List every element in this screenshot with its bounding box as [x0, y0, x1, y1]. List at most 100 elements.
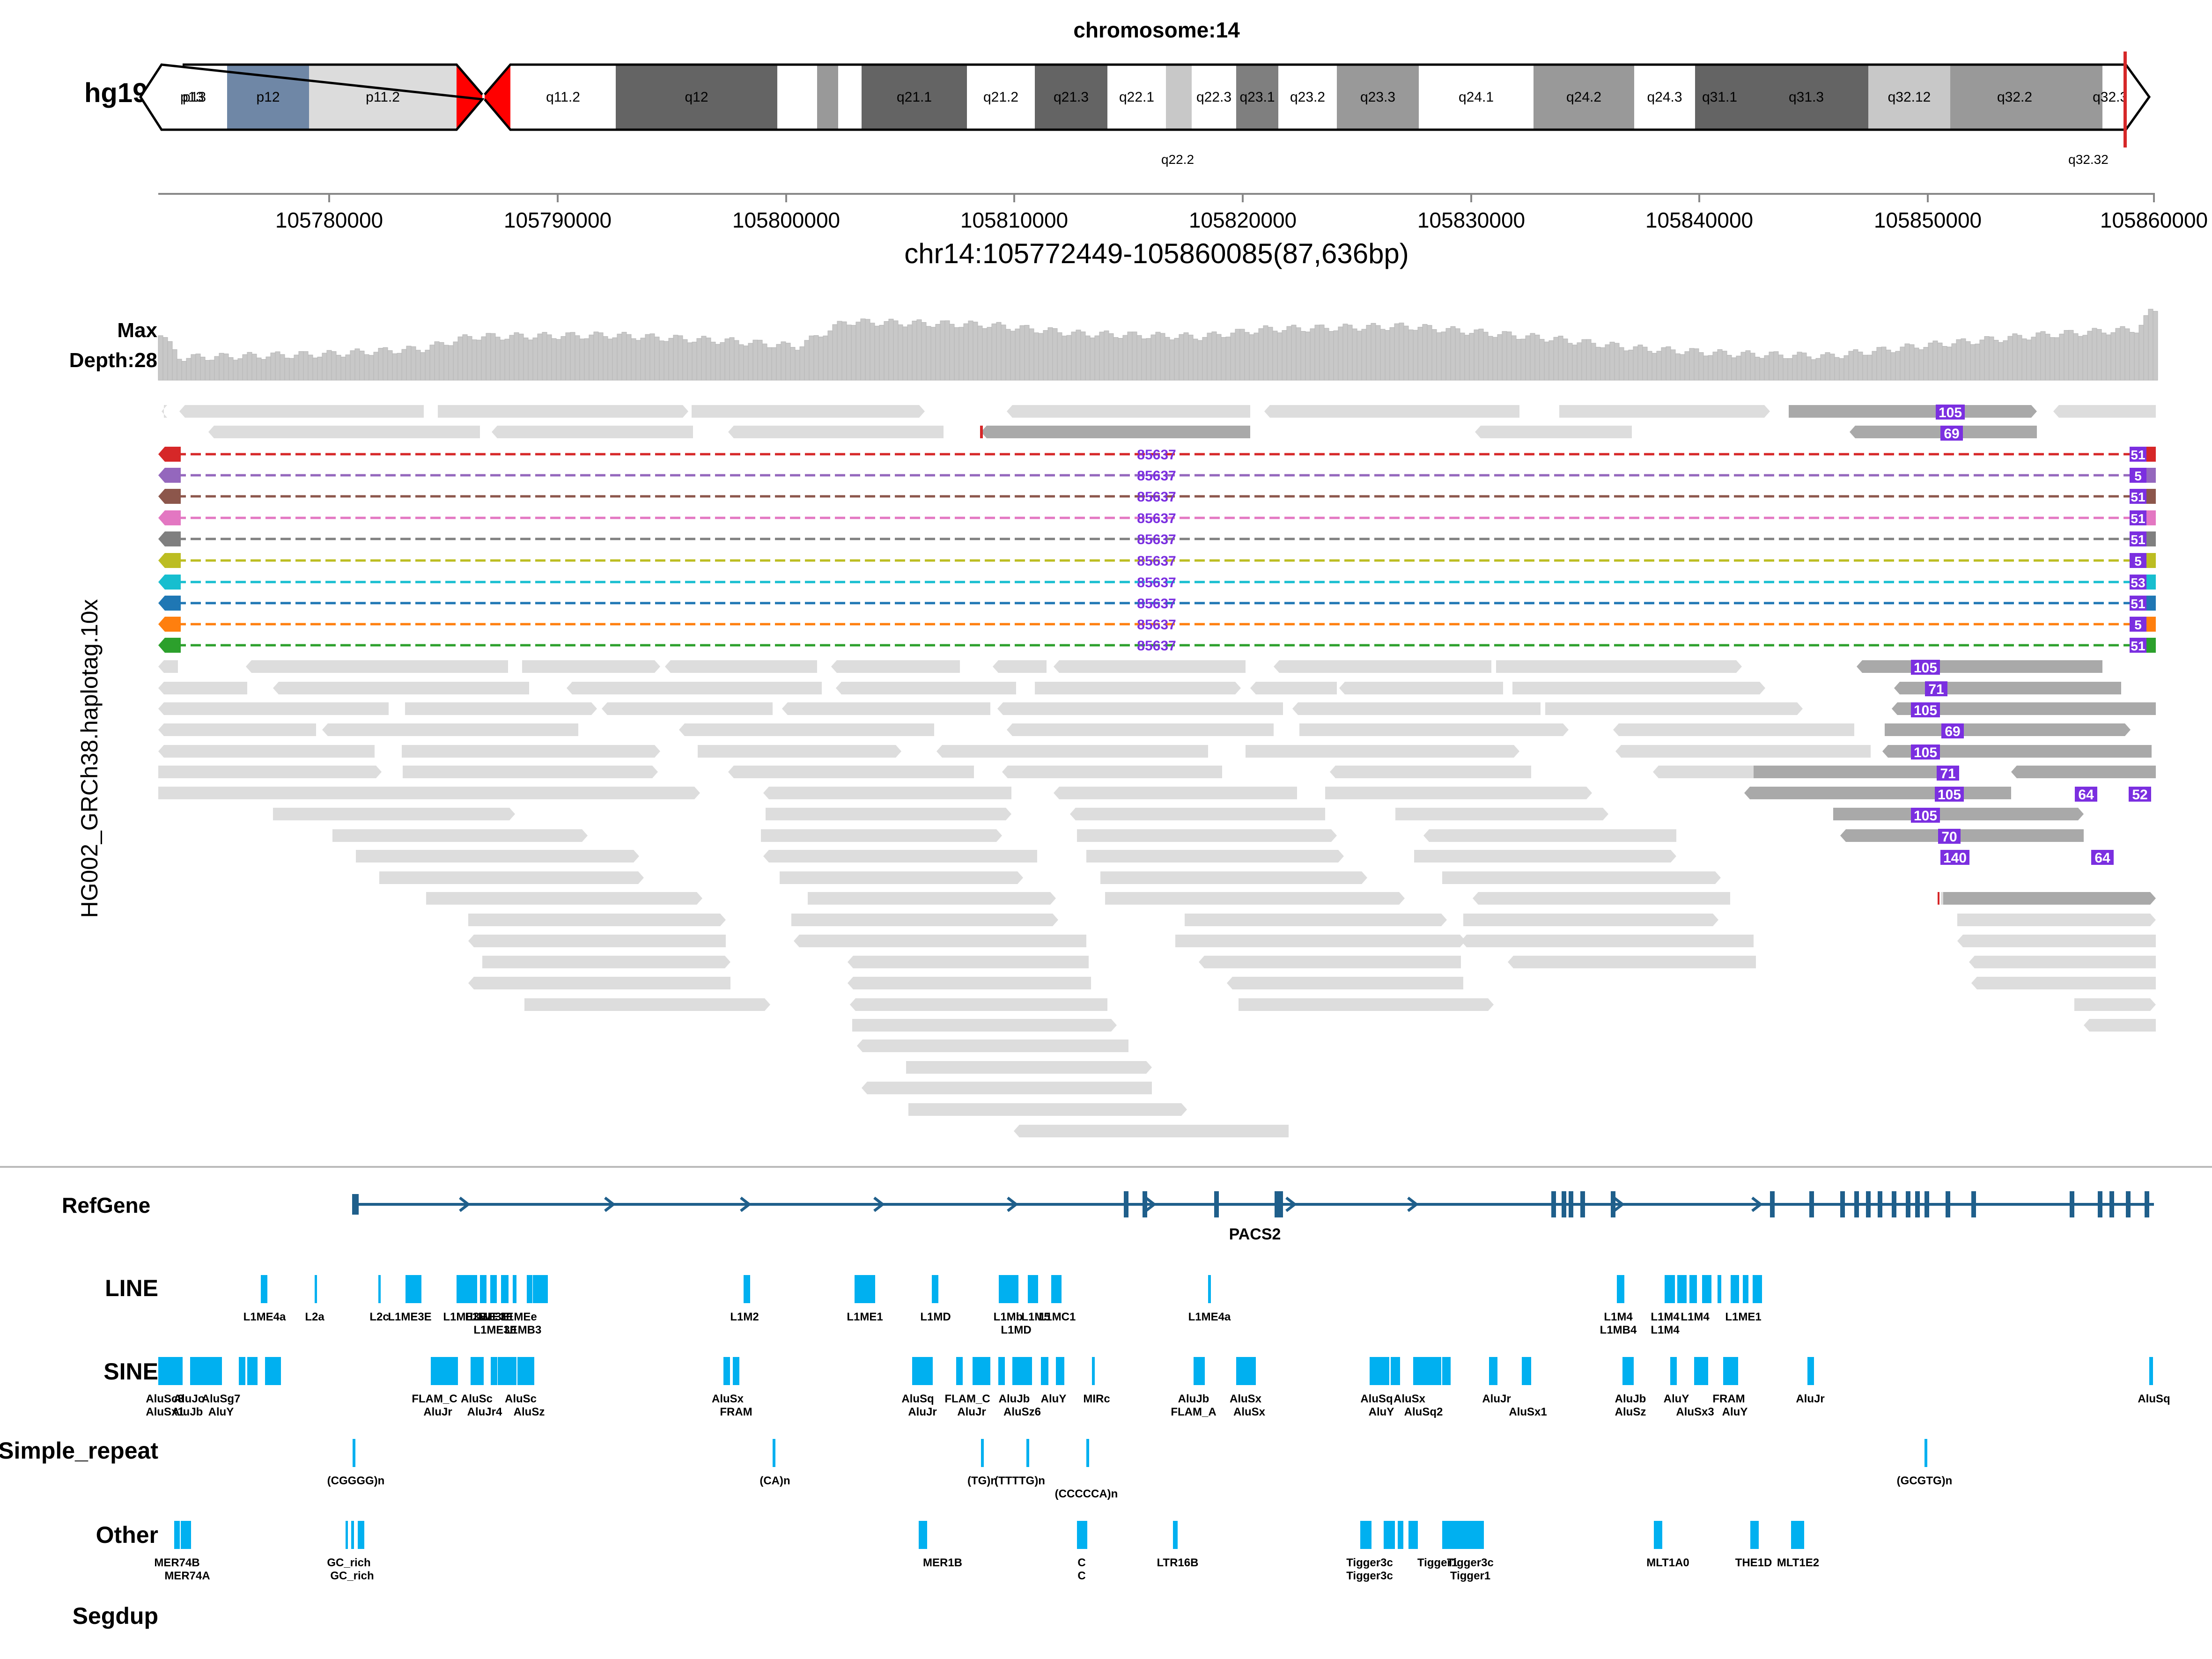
gene-exon[interactable] [1840, 1191, 1845, 1217]
read[interactable] [1035, 682, 1241, 694]
repeat-element[interactable] [491, 1357, 497, 1385]
read[interactable] [1054, 660, 1246, 673]
repeat-element[interactable] [1622, 1357, 1634, 1385]
read[interactable] [158, 702, 389, 715]
repeat-element[interactable] [247, 1357, 258, 1385]
repeat-element[interactable] [1360, 1521, 1371, 1549]
read[interactable] [1442, 871, 1721, 884]
read[interactable] [1545, 702, 1803, 715]
repeat-element[interactable] [471, 1357, 484, 1385]
read[interactable] [522, 660, 660, 673]
read[interactable] [158, 766, 382, 778]
read[interactable] [698, 745, 901, 758]
read[interactable] [1475, 426, 1632, 438]
read[interactable] [791, 914, 1058, 926]
read[interactable] [379, 871, 644, 884]
repeat-element[interactable] [358, 1521, 364, 1549]
gene-exon[interactable] [2098, 1191, 2102, 1217]
repeat-element[interactable] [956, 1357, 963, 1385]
read[interactable] [1002, 766, 1222, 778]
read[interactable] [162, 405, 167, 418]
read[interactable] [728, 426, 944, 438]
repeat-element[interactable] [1489, 1357, 1497, 1385]
read[interactable] [158, 745, 375, 758]
read[interactable] [158, 723, 316, 736]
gene-exon[interactable] [1562, 1191, 1566, 1217]
repeat-element[interactable] [346, 1521, 348, 1549]
read[interactable] [1833, 808, 2084, 820]
read[interactable] [936, 745, 1208, 758]
gene-exon[interactable] [1878, 1191, 1882, 1217]
read[interactable] [1007, 405, 1250, 418]
read[interactable] [763, 850, 1037, 863]
repeat-element[interactable] [733, 1357, 739, 1385]
repeat-element[interactable] [378, 1275, 381, 1303]
repeat-element[interactable] [1476, 1521, 1484, 1549]
split-read-left-end[interactable] [158, 575, 181, 590]
read[interactable] [1789, 405, 2037, 418]
read[interactable] [1054, 787, 1297, 799]
repeat-element[interactable] [2149, 1357, 2153, 1385]
repeat-element[interactable] [1689, 1275, 1697, 1303]
read[interactable] [993, 660, 1047, 673]
read[interactable] [158, 787, 700, 799]
repeat-element[interactable] [1092, 1357, 1095, 1385]
read[interactable] [1077, 829, 1337, 842]
read[interactable] [1299, 723, 1569, 736]
chromosome-ideogram[interactable]: chromosome:14 hg19 p13 p12 p11.2 q11.2 q12 q2… [84, 18, 2151, 167]
gene-exon[interactable] [1915, 1191, 1920, 1217]
read[interactable] [1250, 682, 1337, 694]
read[interactable] [1496, 660, 1742, 673]
repeat-element[interactable] [527, 1275, 532, 1303]
read[interactable] [1395, 808, 1608, 820]
split-read-left-end[interactable] [158, 553, 181, 568]
gene-exon[interactable] [1275, 1191, 1279, 1217]
read[interactable] [808, 892, 1056, 905]
read[interactable] [1239, 998, 1494, 1011]
repeat-element[interactable] [1086, 1439, 1089, 1467]
read[interactable] [1508, 956, 1756, 968]
repeat-element[interactable] [431, 1357, 458, 1385]
repeat-element[interactable] [1743, 1275, 1748, 1303]
gene-exon[interactable] [1611, 1191, 1615, 1217]
repeat-element[interactable] [1750, 1521, 1759, 1549]
read[interactable] [1892, 702, 2156, 715]
split-read-left-end[interactable] [158, 638, 181, 653]
repeat-element[interactable] [480, 1275, 487, 1303]
gene-exon[interactable] [1971, 1191, 1976, 1217]
read[interactable] [850, 998, 1107, 1011]
read[interactable] [1105, 892, 1405, 905]
split-read-left-end[interactable] [158, 489, 181, 504]
repeat-element[interactable] [1398, 1521, 1403, 1549]
read[interactable] [524, 998, 770, 1011]
repeat-element[interactable] [261, 1275, 267, 1303]
repeat-element[interactable] [239, 1357, 245, 1385]
repeat-element[interactable] [158, 1357, 183, 1385]
read[interactable] [1559, 405, 1770, 418]
read[interactable] [1461, 935, 1754, 947]
repeat-element[interactable] [315, 1275, 317, 1303]
repeat-element[interactable] [723, 1357, 730, 1385]
repeat-element[interactable] [981, 1439, 984, 1467]
gene-exon[interactable] [1924, 1191, 1929, 1217]
read[interactable] [332, 829, 588, 842]
read[interactable] [468, 935, 726, 947]
gene-exon[interactable] [1892, 1191, 1896, 1217]
read[interactable] [1615, 745, 1871, 758]
repeat-element[interactable] [1677, 1275, 1687, 1303]
read[interactable] [1185, 914, 1447, 926]
gene-exon[interactable] [1551, 1191, 1556, 1217]
repeat-element[interactable] [1702, 1275, 1711, 1303]
read[interactable] [1246, 745, 1519, 758]
read[interactable] [468, 914, 726, 926]
repeat-element[interactable] [1413, 1357, 1441, 1385]
read[interactable] [908, 1103, 1187, 1116]
gene-exon[interactable] [1214, 1191, 1219, 1217]
gene-exon[interactable] [1906, 1191, 1910, 1217]
repeat-element[interactable] [1012, 1357, 1032, 1385]
repeat-element[interactable] [773, 1439, 775, 1467]
read[interactable] [782, 702, 990, 715]
read[interactable] [1330, 766, 1531, 778]
read[interactable] [692, 405, 925, 418]
